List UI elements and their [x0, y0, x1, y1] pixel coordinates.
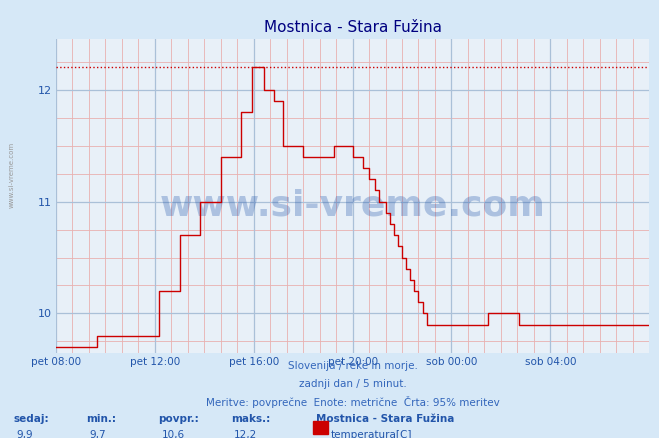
Text: sedaj:: sedaj: [13, 414, 49, 424]
Text: Meritve: povprečne  Enote: metrične  Črta: 95% meritev: Meritve: povprečne Enote: metrične Črta:… [206, 396, 500, 408]
Text: Mostnica - Stara Fužina: Mostnica - Stara Fužina [316, 414, 455, 424]
Text: www.si-vreme.com: www.si-vreme.com [159, 188, 546, 223]
Text: 12,2: 12,2 [234, 430, 257, 438]
Text: 9,7: 9,7 [89, 430, 105, 438]
Text: Mostnica - Stara Fužina: Mostnica - Stara Fužina [264, 20, 442, 35]
Text: www.si-vreme.com: www.si-vreme.com [9, 142, 14, 208]
Text: temperatura[C]: temperatura[C] [331, 430, 413, 438]
Text: maks.:: maks.: [231, 414, 270, 424]
Text: povpr.:: povpr.: [158, 414, 199, 424]
Text: 10,6: 10,6 [161, 430, 185, 438]
Text: zadnji dan / 5 minut.: zadnji dan / 5 minut. [299, 379, 407, 389]
Text: Slovenija / reke in morje.: Slovenija / reke in morje. [287, 361, 418, 371]
Text: min.:: min.: [86, 414, 116, 424]
Text: 9,9: 9,9 [16, 430, 33, 438]
